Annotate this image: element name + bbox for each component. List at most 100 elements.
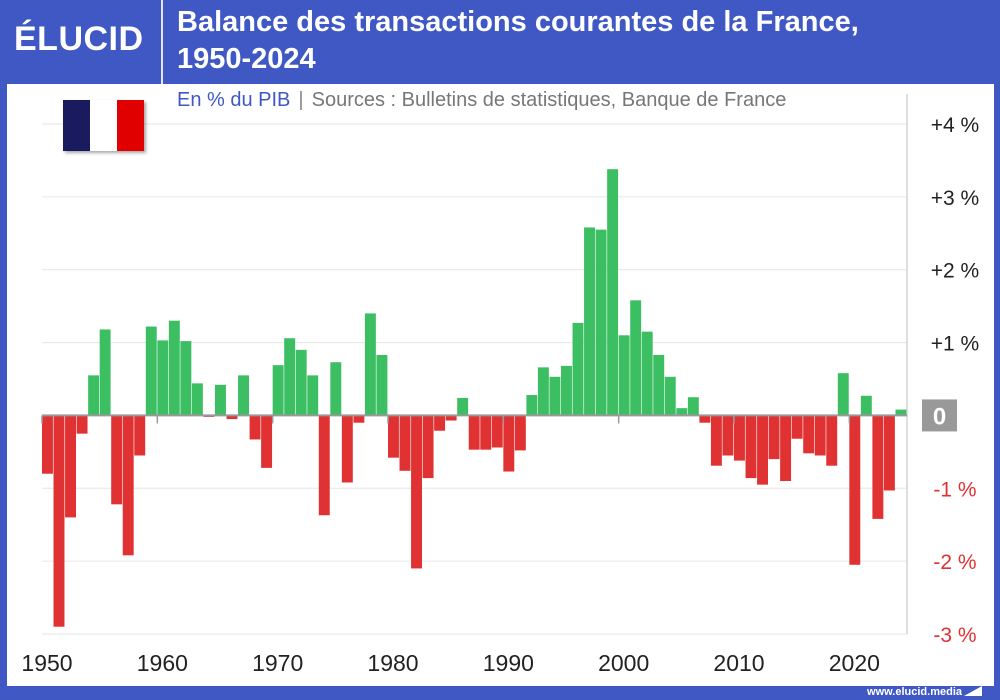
bar-2006 xyxy=(687,397,699,416)
y-tick-label: -3 % xyxy=(933,624,976,647)
bar-1997 xyxy=(584,227,595,416)
chart-title: Balance des transactions courantes de la… xyxy=(177,4,977,78)
title-line-2: 1950-2024 xyxy=(177,43,316,75)
flag-blue-stripe xyxy=(63,100,90,151)
bar-1976 xyxy=(341,415,353,483)
bar-2020 xyxy=(849,415,861,565)
unit-label: En % du PIB xyxy=(177,89,291,111)
x-tick-label: 2010 xyxy=(713,650,764,676)
elucid-logo: ÉLUCID xyxy=(14,20,144,58)
bar-1956 xyxy=(111,415,123,505)
y-tick-label: -2 % xyxy=(933,551,976,574)
x-tick-label: 1970 xyxy=(252,650,303,676)
x-tick-label: 2020 xyxy=(829,650,880,676)
subtitle-separator: | xyxy=(298,89,304,111)
bar-2012 xyxy=(757,415,768,485)
bar-1980 xyxy=(388,415,399,458)
bar-1950 xyxy=(42,415,53,474)
x-tick-label: 1960 xyxy=(137,650,188,676)
bar-2024 xyxy=(895,409,907,416)
bar-1998 xyxy=(595,229,607,416)
bar-1951 xyxy=(53,415,65,627)
bar-1953 xyxy=(76,415,88,434)
bar-2004 xyxy=(664,376,676,416)
bar-2022 xyxy=(872,415,884,519)
bar-2009 xyxy=(722,415,734,456)
bar-1959 xyxy=(145,326,157,416)
bar-1955 xyxy=(99,329,111,416)
bar-2011 xyxy=(745,415,757,479)
subtitle: En % du PIB | Sources : Bulletins de stati… xyxy=(177,89,786,112)
bar-1987 xyxy=(468,415,480,450)
bar-2003 xyxy=(653,354,665,416)
y-tick-label: 0 xyxy=(933,403,946,430)
bar-2008 xyxy=(710,415,722,466)
bar-1969 xyxy=(261,415,273,468)
bar-1989 xyxy=(491,415,503,448)
bar-2013 xyxy=(768,415,780,460)
flag-white-stripe xyxy=(90,100,117,151)
bar-1993 xyxy=(537,367,549,416)
x-tick-label: 1990 xyxy=(483,650,534,676)
bar-2007 xyxy=(699,415,711,423)
bar-1988 xyxy=(480,415,492,450)
title-line-1: Balance des transactions courantes de la… xyxy=(177,6,859,38)
bar-1965 xyxy=(215,384,226,416)
bar-1982 xyxy=(411,415,422,569)
bar-2000 xyxy=(618,335,630,416)
bar-1968 xyxy=(249,415,261,440)
france-flag xyxy=(63,100,144,151)
bar-1967 xyxy=(238,375,249,416)
bar-2016 xyxy=(803,415,815,454)
x-tick-label: 1980 xyxy=(367,650,418,676)
footer-url[interactable]: www.elucid.media xyxy=(867,686,962,698)
bar-2018 xyxy=(826,415,838,466)
bar-1994 xyxy=(549,376,561,416)
y-tick-label: +4 % xyxy=(931,114,979,137)
flag-red-stripe xyxy=(117,100,144,151)
bar-1996 xyxy=(572,322,584,416)
bar-2001 xyxy=(630,300,642,416)
bar-2002 xyxy=(641,331,653,416)
y-tick-label: -1 % xyxy=(933,478,976,501)
bar-1978 xyxy=(364,313,376,416)
bar-1985 xyxy=(445,415,457,421)
bar-1961 xyxy=(168,320,180,416)
bar-1962 xyxy=(180,341,192,416)
header-divider xyxy=(161,0,163,84)
bar-1999 xyxy=(607,169,619,416)
x-tick-label: 1950 xyxy=(21,650,72,676)
zero-label-box xyxy=(922,399,957,432)
bar-1954 xyxy=(88,375,100,416)
y-tick-label: +3 % xyxy=(931,187,979,210)
bar-2005 xyxy=(676,408,688,416)
bar-1983 xyxy=(422,415,434,479)
bar-1974 xyxy=(318,415,330,516)
bar-2019 xyxy=(837,373,849,416)
bar-2014 xyxy=(780,415,792,481)
bar-1966 xyxy=(226,415,238,420)
header: ÉLUCID Balance des transactions courante… xyxy=(0,0,1000,84)
bar-2021 xyxy=(860,395,872,416)
bar-1957 xyxy=(122,415,134,556)
bar-1970 xyxy=(272,365,284,416)
bar-2010 xyxy=(734,415,745,461)
bar-1952 xyxy=(65,415,76,518)
bar-1995 xyxy=(561,365,572,416)
bar-2023 xyxy=(883,415,895,491)
bar-1975 xyxy=(330,362,342,416)
x-tick-label: 2000 xyxy=(598,650,649,676)
bar-1960 xyxy=(157,340,169,416)
bar-2017 xyxy=(814,415,826,456)
bar-1984 xyxy=(434,415,446,431)
bar-1991 xyxy=(514,415,526,451)
bar-1963 xyxy=(191,383,203,416)
bar-1958 xyxy=(134,415,146,456)
y-tick-label: +2 % xyxy=(931,260,979,283)
bar-1971 xyxy=(284,338,296,416)
y-tick-label: +1 % xyxy=(931,333,979,356)
sources-label: Sources : Bulletins de statistiques, Ban… xyxy=(311,89,787,111)
bar-1981 xyxy=(399,415,411,471)
bar-1992 xyxy=(526,395,538,416)
